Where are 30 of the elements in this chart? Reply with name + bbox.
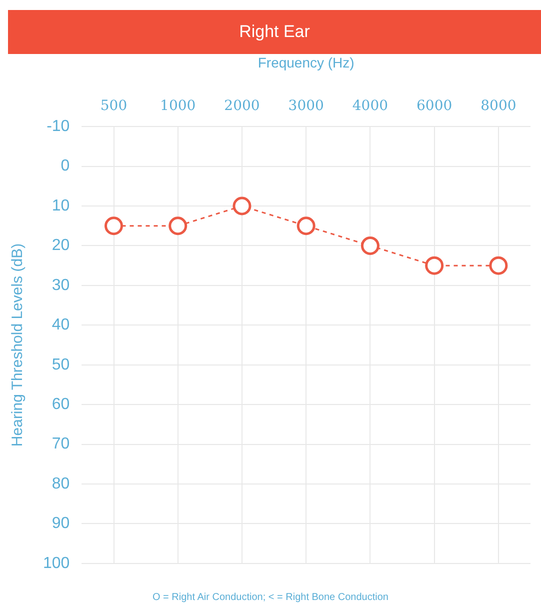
- x-tick-label: 3000: [288, 98, 324, 114]
- y-tick-label: 90: [52, 515, 70, 532]
- x-tick-label: 500: [100, 98, 128, 114]
- point: [104, 216, 124, 236]
- y-axis-title: Hearing Threshold Levels (dB): [9, 243, 26, 447]
- point: [232, 196, 252, 216]
- y-tick-label: 10: [52, 197, 70, 214]
- y-tick-label: 30: [52, 276, 70, 294]
- y-tick-label: 70: [52, 436, 70, 453]
- point: [296, 216, 316, 236]
- y-tick-label: 60: [52, 396, 70, 413]
- y-tick-label: 100: [42, 554, 70, 572]
- text: O = Right Air Conduction; < = Right Bone Conduction: [152, 592, 390, 603]
- y-tick-label: 50: [52, 356, 70, 374]
- x-tick-label: 8000: [480, 98, 516, 114]
- point: [425, 256, 444, 275]
- point: [489, 256, 508, 275]
- x-axis-title: Frequency (Hz): [258, 54, 354, 70]
- x-tick-label: 6000: [416, 98, 452, 114]
- chart-title: Right Ear: [8, 10, 541, 54]
- x-tick-label: 4000: [352, 98, 388, 114]
- y-tick-label: 40: [52, 316, 70, 334]
- y-tick-label: 0: [60, 158, 70, 175]
- x-tick-label: 2000: [224, 98, 260, 114]
- y-tick-label: -10: [46, 118, 70, 136]
- x-tick-label: 1000: [160, 98, 196, 114]
- point: [168, 216, 188, 236]
- point: [360, 236, 380, 255]
- y-tick-label: 20: [52, 237, 70, 254]
- y-tick-label: 80: [52, 475, 70, 492]
